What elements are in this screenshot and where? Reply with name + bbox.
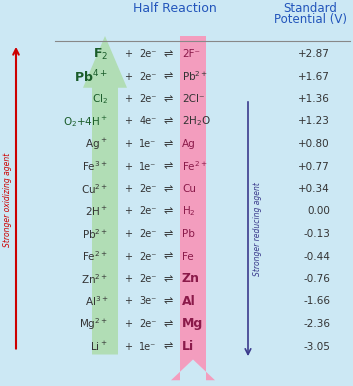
- Text: Cu: Cu: [182, 184, 196, 194]
- Text: Ag: Ag: [182, 139, 196, 149]
- Text: -2.36: -2.36: [303, 319, 330, 329]
- Text: +0.80: +0.80: [298, 139, 330, 149]
- Text: +0.77: +0.77: [298, 161, 330, 171]
- Text: +: +: [124, 252, 132, 261]
- Text: +: +: [124, 207, 132, 217]
- Text: Pb$^{2+}$: Pb$^{2+}$: [182, 69, 208, 83]
- Text: ⇌: ⇌: [163, 252, 173, 261]
- Text: 0.00: 0.00: [307, 207, 330, 217]
- Text: ⇌: ⇌: [163, 319, 173, 329]
- Text: Cl$_2$: Cl$_2$: [92, 92, 108, 106]
- Text: Al$^{3+}$: Al$^{3+}$: [84, 295, 108, 308]
- Text: +: +: [124, 274, 132, 284]
- Text: +: +: [124, 161, 132, 171]
- Text: Mg: Mg: [182, 318, 203, 330]
- Text: ⇌: ⇌: [163, 71, 173, 81]
- Text: O$_2$+4H$^+$: O$_2$+4H$^+$: [63, 114, 108, 129]
- Text: ⇌: ⇌: [163, 229, 173, 239]
- Text: +1.67: +1.67: [298, 71, 330, 81]
- Text: Mg$^{2+}$: Mg$^{2+}$: [79, 316, 108, 332]
- Text: ⇌: ⇌: [163, 296, 173, 306]
- Text: +: +: [124, 229, 132, 239]
- Text: 1e⁻: 1e⁻: [139, 342, 157, 352]
- Text: +: +: [124, 94, 132, 104]
- Text: +2.87: +2.87: [298, 49, 330, 59]
- Text: Pb: Pb: [182, 229, 195, 239]
- Text: Ag$^+$: Ag$^+$: [85, 136, 108, 152]
- Text: 2e⁻: 2e⁻: [139, 274, 157, 284]
- Text: ⇌: ⇌: [163, 161, 173, 171]
- Text: +: +: [124, 117, 132, 127]
- Text: ⇌: ⇌: [163, 184, 173, 194]
- Text: Li: Li: [182, 340, 194, 353]
- Text: 2e⁻: 2e⁻: [139, 184, 157, 194]
- Text: ⇌: ⇌: [163, 342, 173, 352]
- Text: Half Reaction: Half Reaction: [133, 2, 217, 15]
- Text: 2e⁻: 2e⁻: [139, 229, 157, 239]
- Text: Fe$^{2+}$: Fe$^{2+}$: [82, 250, 108, 263]
- Text: H$_2$: H$_2$: [182, 205, 196, 218]
- Text: Potential (V): Potential (V): [274, 14, 347, 27]
- Text: 2e⁻: 2e⁻: [139, 252, 157, 261]
- Text: 1e⁻: 1e⁻: [139, 139, 157, 149]
- Text: +: +: [124, 49, 132, 59]
- Polygon shape: [171, 36, 215, 380]
- Text: +0.34: +0.34: [298, 184, 330, 194]
- Text: 3e⁻: 3e⁻: [139, 296, 157, 306]
- Text: +1.23: +1.23: [298, 117, 330, 127]
- Text: Stronger reducing agent: Stronger reducing agent: [253, 182, 263, 276]
- Text: Li$^+$: Li$^+$: [90, 340, 108, 353]
- Text: Stronger oxidizing agent: Stronger oxidizing agent: [4, 153, 12, 247]
- Text: Cu$^{2+}$: Cu$^{2+}$: [81, 182, 108, 196]
- Text: Fe$^{3+}$: Fe$^{3+}$: [82, 159, 108, 173]
- Text: Zn$^{2+}$: Zn$^{2+}$: [81, 272, 108, 286]
- Text: +: +: [124, 319, 132, 329]
- Text: 2H$_2$O: 2H$_2$O: [182, 115, 211, 129]
- Text: 2e⁻: 2e⁻: [139, 319, 157, 329]
- Text: ⇌: ⇌: [163, 117, 173, 127]
- Text: 2H$^+$: 2H$^+$: [85, 205, 108, 218]
- Text: Zn: Zn: [182, 273, 200, 286]
- Text: 2Cl⁻: 2Cl⁻: [182, 94, 204, 104]
- Text: -0.13: -0.13: [303, 229, 330, 239]
- Text: 2e⁻: 2e⁻: [139, 49, 157, 59]
- Text: -0.44: -0.44: [303, 252, 330, 261]
- Text: Pb$^{2+}$: Pb$^{2+}$: [82, 227, 108, 241]
- Text: -3.05: -3.05: [303, 342, 330, 352]
- Text: Pb$^{4+}$: Pb$^{4+}$: [74, 68, 108, 85]
- Text: 1e⁻: 1e⁻: [139, 161, 157, 171]
- Text: +1.36: +1.36: [298, 94, 330, 104]
- Text: Al: Al: [182, 295, 196, 308]
- Text: 2e⁻: 2e⁻: [139, 94, 157, 104]
- Text: Standard: Standard: [283, 2, 337, 15]
- Text: 2e⁻: 2e⁻: [139, 207, 157, 217]
- Text: +: +: [124, 71, 132, 81]
- Text: 2e⁻: 2e⁻: [139, 71, 157, 81]
- Text: Fe$^{2+}$: Fe$^{2+}$: [182, 159, 208, 173]
- Text: 4e⁻: 4e⁻: [139, 117, 157, 127]
- Text: +: +: [124, 139, 132, 149]
- Text: +: +: [124, 342, 132, 352]
- Text: +: +: [124, 184, 132, 194]
- Text: ⇌: ⇌: [163, 49, 173, 59]
- Text: ⇌: ⇌: [163, 274, 173, 284]
- Text: +: +: [124, 296, 132, 306]
- Text: ⇌: ⇌: [163, 207, 173, 217]
- Text: 2F⁻: 2F⁻: [182, 49, 200, 59]
- Text: ⇌: ⇌: [163, 94, 173, 104]
- Text: -0.76: -0.76: [303, 274, 330, 284]
- Text: Fe: Fe: [182, 252, 194, 261]
- Text: F$_2$: F$_2$: [93, 46, 108, 61]
- Text: -1.66: -1.66: [303, 296, 330, 306]
- Polygon shape: [83, 36, 127, 354]
- Text: ⇌: ⇌: [163, 139, 173, 149]
